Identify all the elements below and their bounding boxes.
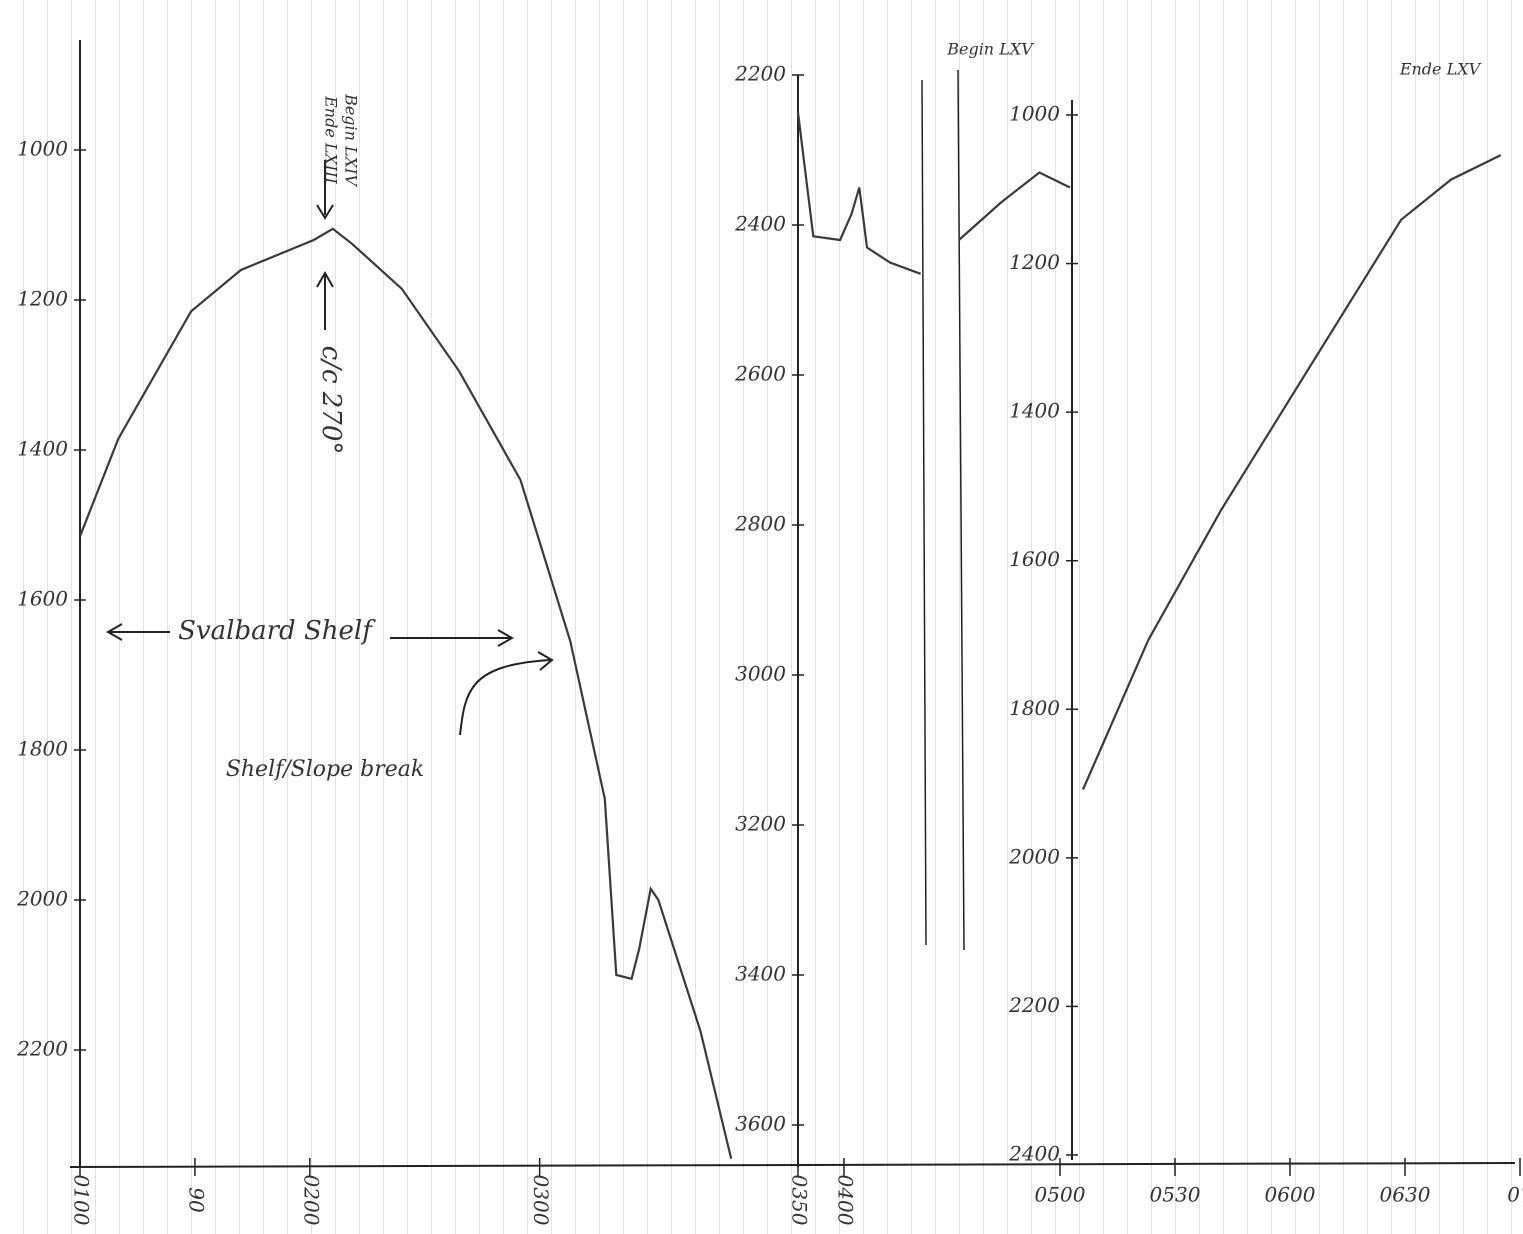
x-tick-label: 90 [184, 1187, 208, 1213]
y-tick-label: 3200 [735, 812, 786, 836]
y-tick-label: 2000 [16, 887, 68, 911]
x-tick-label: 0100 [70, 1175, 94, 1226]
data-line [796, 112, 1071, 275]
annotation: Begin LXIV [342, 93, 361, 187]
x-tick-label: 0600 [1265, 1183, 1316, 1207]
x-tick-label: 07 [1507, 1183, 1523, 1207]
y-tick-label: 3400 [735, 962, 786, 986]
y-tick-label: 1800 [1009, 696, 1060, 720]
marker-line [921, 79, 927, 946]
annotation: Ende LXV [1399, 60, 1482, 79]
arrow [459, 651, 554, 736]
y-tick-label: 1000 [1009, 102, 1060, 126]
x-tick-label: 0500 [1035, 1183, 1086, 1207]
y-tick-label: 2000 [1008, 844, 1060, 868]
annotation: c/c 270° [316, 346, 346, 455]
arrow [316, 160, 334, 220]
marker-line [957, 69, 965, 951]
y-tick-label: 1800 [17, 737, 68, 761]
y-tick-label: 2200 [16, 1037, 68, 1061]
y-tick-label: 1400 [17, 437, 68, 461]
x-tick-label: 0630 [1380, 1183, 1431, 1207]
y-tick-label: 1400 [1009, 399, 1060, 423]
x-tick-label: 0300 [529, 1175, 553, 1226]
annotation: Begin LXV [946, 40, 1034, 59]
data-line [1081, 154, 1502, 790]
y-tick-label: 3600 [735, 1112, 786, 1136]
annotation: Ende LXIII [322, 95, 341, 184]
x-tick-label: 0530 [1150, 1183, 1201, 1207]
y-tick-label: 2400 [734, 212, 786, 236]
arrow [316, 270, 334, 330]
x-axis [69, 1162, 1516, 1168]
x-tick-label: 0350 [788, 1175, 812, 1226]
y-tick-label: 1200 [17, 287, 68, 311]
y-tick-label: 2200 [734, 62, 786, 86]
y-tick-label: 1600 [1009, 547, 1060, 571]
arrow [105, 623, 515, 647]
y-tick-label: 2600 [734, 362, 786, 386]
x-tick-label: 0200 [299, 1175, 323, 1226]
y-tick-label: 2200 [1008, 993, 1060, 1017]
y-tick-label: 2400 [1008, 1142, 1060, 1166]
data-line [78, 227, 733, 1160]
y-tick-label: 1000 [17, 137, 68, 161]
annotation: Svalbard Shelf [178, 616, 376, 646]
annotation: Shelf/Slope break [226, 757, 424, 782]
x-tick-label: 0400 [833, 1175, 857, 1226]
y-tick-label: 3000 [735, 662, 786, 686]
y-tick-label: 2800 [734, 512, 786, 536]
y-tick-label: 1200 [1009, 250, 1060, 274]
y-tick-label: 1600 [17, 587, 68, 611]
